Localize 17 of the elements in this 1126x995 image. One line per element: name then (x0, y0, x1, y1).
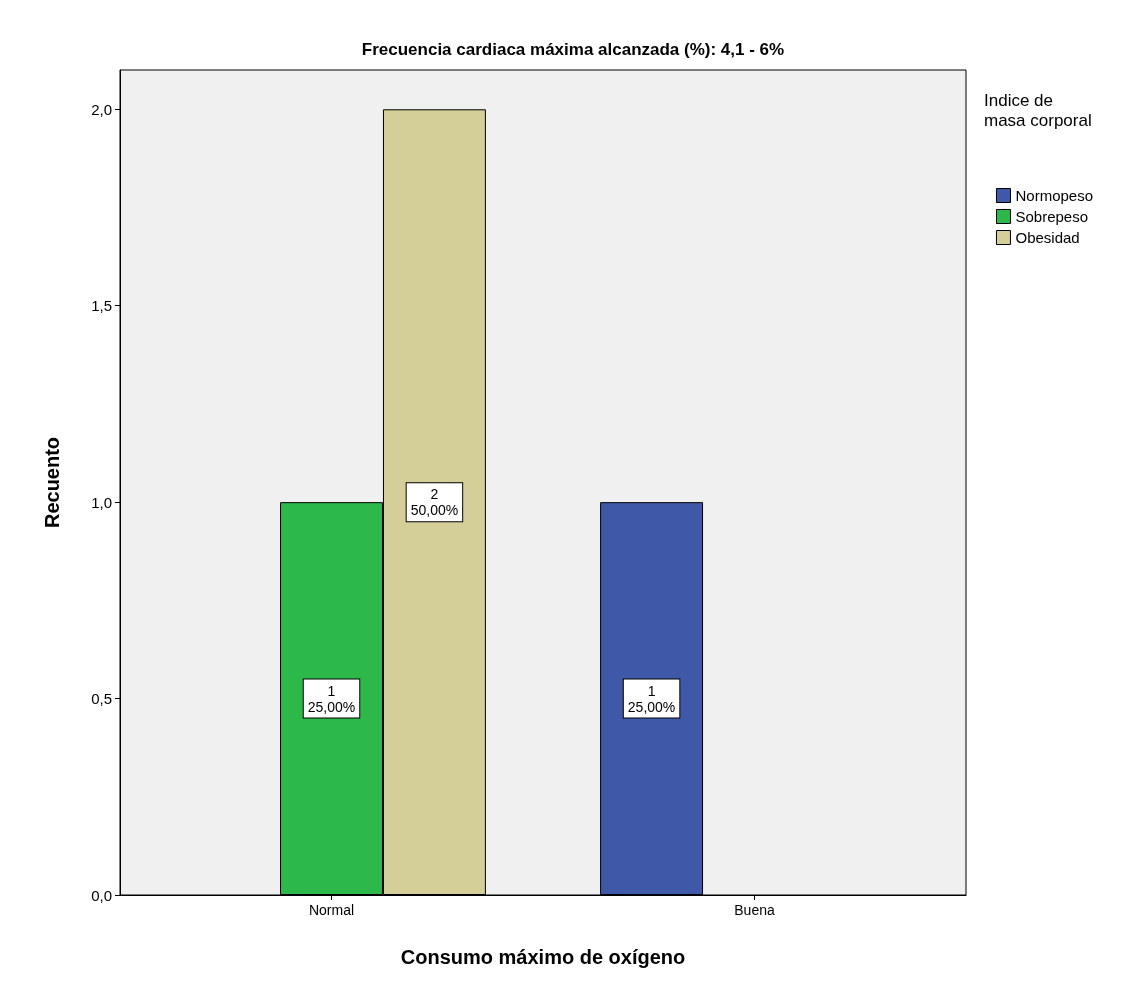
data-label: 1 25,00% (307, 682, 356, 715)
legend-label: Normopeso (1015, 187, 1094, 204)
y-tick-label: 1,5 (91, 297, 112, 315)
legend-label: Sobrepeso (1015, 208, 1089, 225)
y-tick-label: 1,0 (91, 493, 112, 511)
legend-title: Indice de masa corporal (984, 90, 1092, 130)
data-label: 1 25,00% (627, 682, 676, 715)
y-axis-title: Recuento (41, 436, 63, 529)
y-tick-label: 0,0 (91, 886, 112, 904)
y-tick-label: 2,0 (91, 100, 112, 118)
y-tick-label: 0,5 (91, 690, 112, 708)
x-tick-label: Normal (308, 902, 355, 918)
data-label: 2 50,00% (410, 486, 459, 519)
legend-label: Obesidad (1015, 229, 1080, 246)
x-tick-label: Buena (734, 902, 775, 918)
chart-title: Frecuencia cardiaca máxima alcanzada (%): 4,1 - 6% (361, 40, 785, 59)
x-axis-title: Consumo máximo de oxígeno (400, 946, 686, 968)
